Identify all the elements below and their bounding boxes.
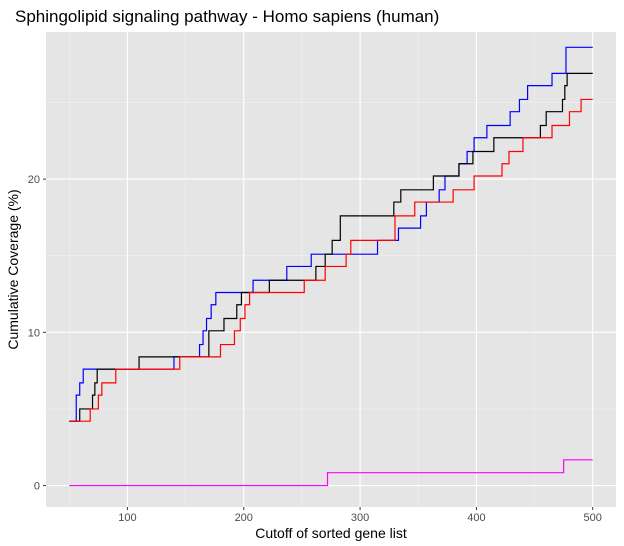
x-tick-label: 200: [235, 512, 253, 524]
y-axis-title: Cumulative Coverage (%): [5, 189, 21, 349]
minor-gridlines: [46, 32, 616, 507]
x-tick-label: 500: [584, 512, 602, 524]
plot-panel: [46, 32, 616, 507]
y-axis-ticks: 0 10 20: [28, 174, 46, 493]
y-tick-label: 10: [28, 327, 40, 339]
x-tick-label: 300: [351, 512, 369, 524]
y-tick-label: 0: [34, 481, 40, 493]
x-axis-title: Cutoff of sorted gene list: [255, 525, 407, 541]
series-lines: [69, 46, 593, 487]
y-tick-label: 20: [28, 174, 40, 186]
chart-title: Sphingolipid signaling pathway - Homo sa…: [15, 7, 439, 26]
series-line: [69, 98, 593, 422]
x-tick-label: 400: [467, 512, 485, 524]
x-axis-ticks: 100 200 300 400 500: [118, 507, 602, 524]
series-line: [69, 459, 593, 487]
x-tick-label: 100: [118, 512, 136, 524]
